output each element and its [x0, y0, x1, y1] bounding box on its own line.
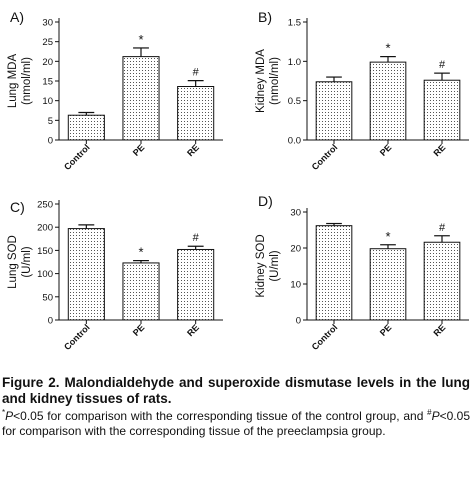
x-tick-label: Control	[62, 322, 92, 352]
x-tick-label: PE	[378, 322, 394, 338]
hash-p-symbol: P	[431, 409, 440, 423]
y-axis-label: (U/ml)	[269, 250, 281, 281]
figure-panels: A) Lung MDA (nmol/ml) 0 5 10 15 20 25 30 Control * P…	[7, 9, 469, 352]
y-tick-label: 30	[42, 18, 53, 29]
bar	[315, 81, 353, 141]
y-tick-label: 25	[42, 37, 53, 48]
x-tick-label: RE	[185, 322, 201, 338]
bar	[369, 61, 407, 141]
y-axis-label: (U/ml)	[21, 246, 33, 277]
significance-mark: *	[385, 41, 390, 56]
x-tick-label: PE	[131, 322, 147, 338]
caption-title: Figure 2. Malondialdehyde and superoxide…	[2, 375, 470, 406]
panel-label: A)	[10, 9, 24, 25]
significance-mark: *	[385, 229, 390, 244]
x-tick-label: Control	[310, 322, 340, 352]
y-tick-label: 150	[37, 246, 53, 257]
star-footnote-mark: *	[2, 408, 6, 417]
y-tick-label: 30	[290, 208, 301, 219]
x-tick-label: RE	[431, 322, 447, 338]
bar	[122, 262, 160, 321]
x-tick-label: Control	[310, 142, 340, 172]
y-axis-label: Lung SOD	[7, 235, 19, 289]
panel-label: B)	[258, 9, 272, 25]
bar	[369, 248, 407, 321]
bar	[423, 241, 461, 321]
panel-label: D)	[258, 193, 273, 209]
caption-note-part-a: <0.05 for comparison with the correspond…	[13, 409, 428, 423]
bar	[423, 79, 461, 141]
y-tick-label: 10	[42, 96, 53, 107]
y-axis-label: (nmol/ml)	[21, 57, 33, 105]
bar	[67, 114, 105, 141]
y-tick-label: 200	[37, 223, 53, 234]
y-tick-label: 20	[290, 244, 301, 255]
significance-mark: #	[193, 67, 200, 79]
caption-note: *P<0.05 for comparison with the correspo…	[2, 409, 470, 439]
x-tick-label: Control	[62, 142, 92, 172]
significance-mark: #	[193, 232, 200, 244]
figure-caption: Figure 2. Malondialdehyde and superoxide…	[2, 375, 470, 439]
chart-panel: A) Lung MDA (nmol/ml) 0 5 10 15 20 25 30 Control * P…	[7, 9, 223, 172]
significance-mark: *	[138, 32, 143, 47]
y-tick-label: 0.0	[288, 136, 301, 147]
y-tick-label: 1.0	[288, 57, 301, 68]
y-tick-label: 0	[48, 136, 53, 147]
y-tick-label: 0.5	[288, 96, 301, 107]
y-tick-label: 100	[37, 269, 53, 280]
y-axis-label: Lung MDA	[7, 54, 19, 109]
y-tick-label: 0	[48, 316, 53, 327]
bar	[122, 56, 160, 141]
y-tick-label: 0	[296, 316, 301, 327]
panel-label: C)	[10, 199, 25, 215]
significance-mark: #	[439, 222, 446, 234]
y-axis-label: Kidney SOD	[255, 234, 267, 297]
y-tick-label: 1.5	[288, 18, 301, 29]
bar	[315, 225, 353, 321]
y-tick-label: 20	[42, 57, 53, 68]
y-tick-label: 5	[48, 116, 53, 127]
x-tick-label: PE	[131, 142, 147, 158]
y-tick-label: 10	[290, 280, 301, 291]
chart-panel: D) Kidney SOD (U/ml) 0 10 20 30 Control * PE # RE	[255, 193, 469, 352]
bar	[177, 248, 215, 321]
charts-svg: A)Lung MDA (nmol/ml)051015202530Control*P…	[7, 9, 469, 352]
star-p-symbol: P	[5, 409, 14, 423]
y-axis-label: Kidney MDA	[255, 49, 267, 113]
y-axis-label: (nmol/ml)	[269, 57, 281, 105]
chart-panel: C) Lung SOD (U/ml) 0 50 100 150 200 250 Control * P…	[7, 199, 223, 352]
x-tick-label: PE	[378, 142, 394, 158]
chart-panel: B) Kidney MDA (nmol/ml) 0.0 0.5 1.0 1.5 Control…	[255, 9, 469, 172]
x-tick-label: RE	[185, 142, 201, 158]
y-tick-label: 250	[37, 200, 53, 211]
significance-mark: *	[138, 245, 143, 260]
y-tick-label: 15	[42, 77, 53, 88]
significance-mark: #	[439, 59, 446, 71]
caption-note-part-b: <0.05 for comparison with the correspond…	[2, 409, 470, 438]
x-tick-label: RE	[431, 142, 447, 158]
y-tick-label: 50	[42, 292, 53, 303]
bar	[67, 228, 105, 321]
bar	[177, 86, 215, 141]
hash-footnote-mark: #	[427, 408, 432, 417]
